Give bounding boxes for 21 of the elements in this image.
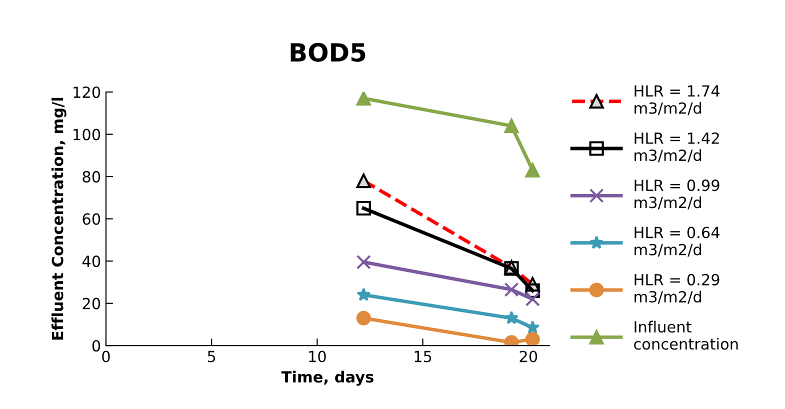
y-tick-label: 40: [82, 256, 100, 268]
y-tick-label: 20: [82, 298, 100, 310]
legend-label: HLR = 0.99 m3/m2/d: [634, 180, 720, 210]
x-tick-label: 10: [309, 350, 326, 362]
y-tick-label: 100: [74, 128, 100, 140]
y-tick-label: 120: [74, 86, 100, 98]
x-tick-label: 0: [102, 350, 110, 362]
legend-label: HLR = 0.64 m3/m2/d: [634, 226, 720, 257]
x-tick-label: 15: [414, 350, 432, 362]
legend-label: HLR = 1.74 m3/m2/d: [634, 85, 720, 116]
x-tick-label: 5: [208, 350, 216, 362]
legend-label: HLR = 1.42 m3/m2/d: [634, 132, 719, 162]
y-tick-label: 60: [82, 213, 100, 225]
legend-label: Influent concentration: [634, 320, 738, 350]
chart-title: BOD5: [290, 42, 366, 62]
y-tick-label: 80: [82, 171, 100, 183]
y-axis-title: Effluent Concentration, mg/l: [51, 98, 66, 340]
legend-label: HLR = 0.29 m3/m2/d: [634, 274, 720, 304]
x-axis-title: Time, days: [281, 370, 374, 386]
x-tick-label: 20: [520, 350, 538, 362]
y-tick-label: 0: [92, 340, 100, 352]
